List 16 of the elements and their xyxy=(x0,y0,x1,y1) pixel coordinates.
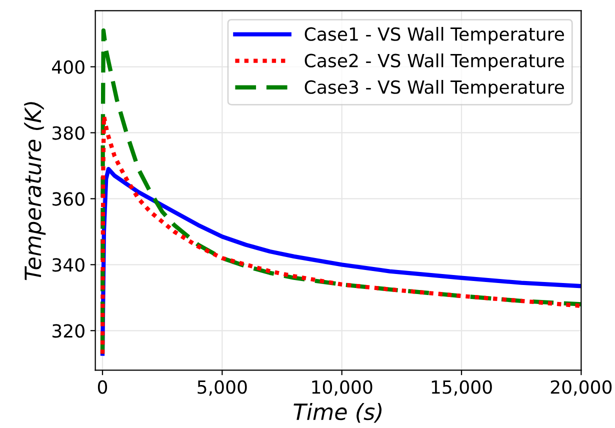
y-tick-label: 400 xyxy=(52,60,84,74)
y-tick-label: 360 xyxy=(52,192,84,206)
x-axis-title: Time (s) xyxy=(294,402,382,423)
y-tick-label: 340 xyxy=(52,258,84,272)
x-tick-label: 5,000 xyxy=(198,380,247,396)
legend-label: Case2 - VS Wall Temperature xyxy=(304,53,564,71)
y-tick-label: 380 xyxy=(52,126,84,140)
y-axis-title: Temperature (K) xyxy=(24,102,46,280)
x-tick-label: 20,000 xyxy=(550,380,612,396)
legend-label: Case1 - VS Wall Temperature xyxy=(304,26,564,44)
y-tick-label: 320 xyxy=(52,324,84,338)
x-tick-label: 10,000 xyxy=(312,380,372,396)
x-tick-label: 0 xyxy=(98,380,108,394)
legend-label: Case3 - VS Wall Temperature xyxy=(304,80,564,98)
x-tick-label: 15,000 xyxy=(432,380,492,396)
line-series xyxy=(100,114,582,356)
